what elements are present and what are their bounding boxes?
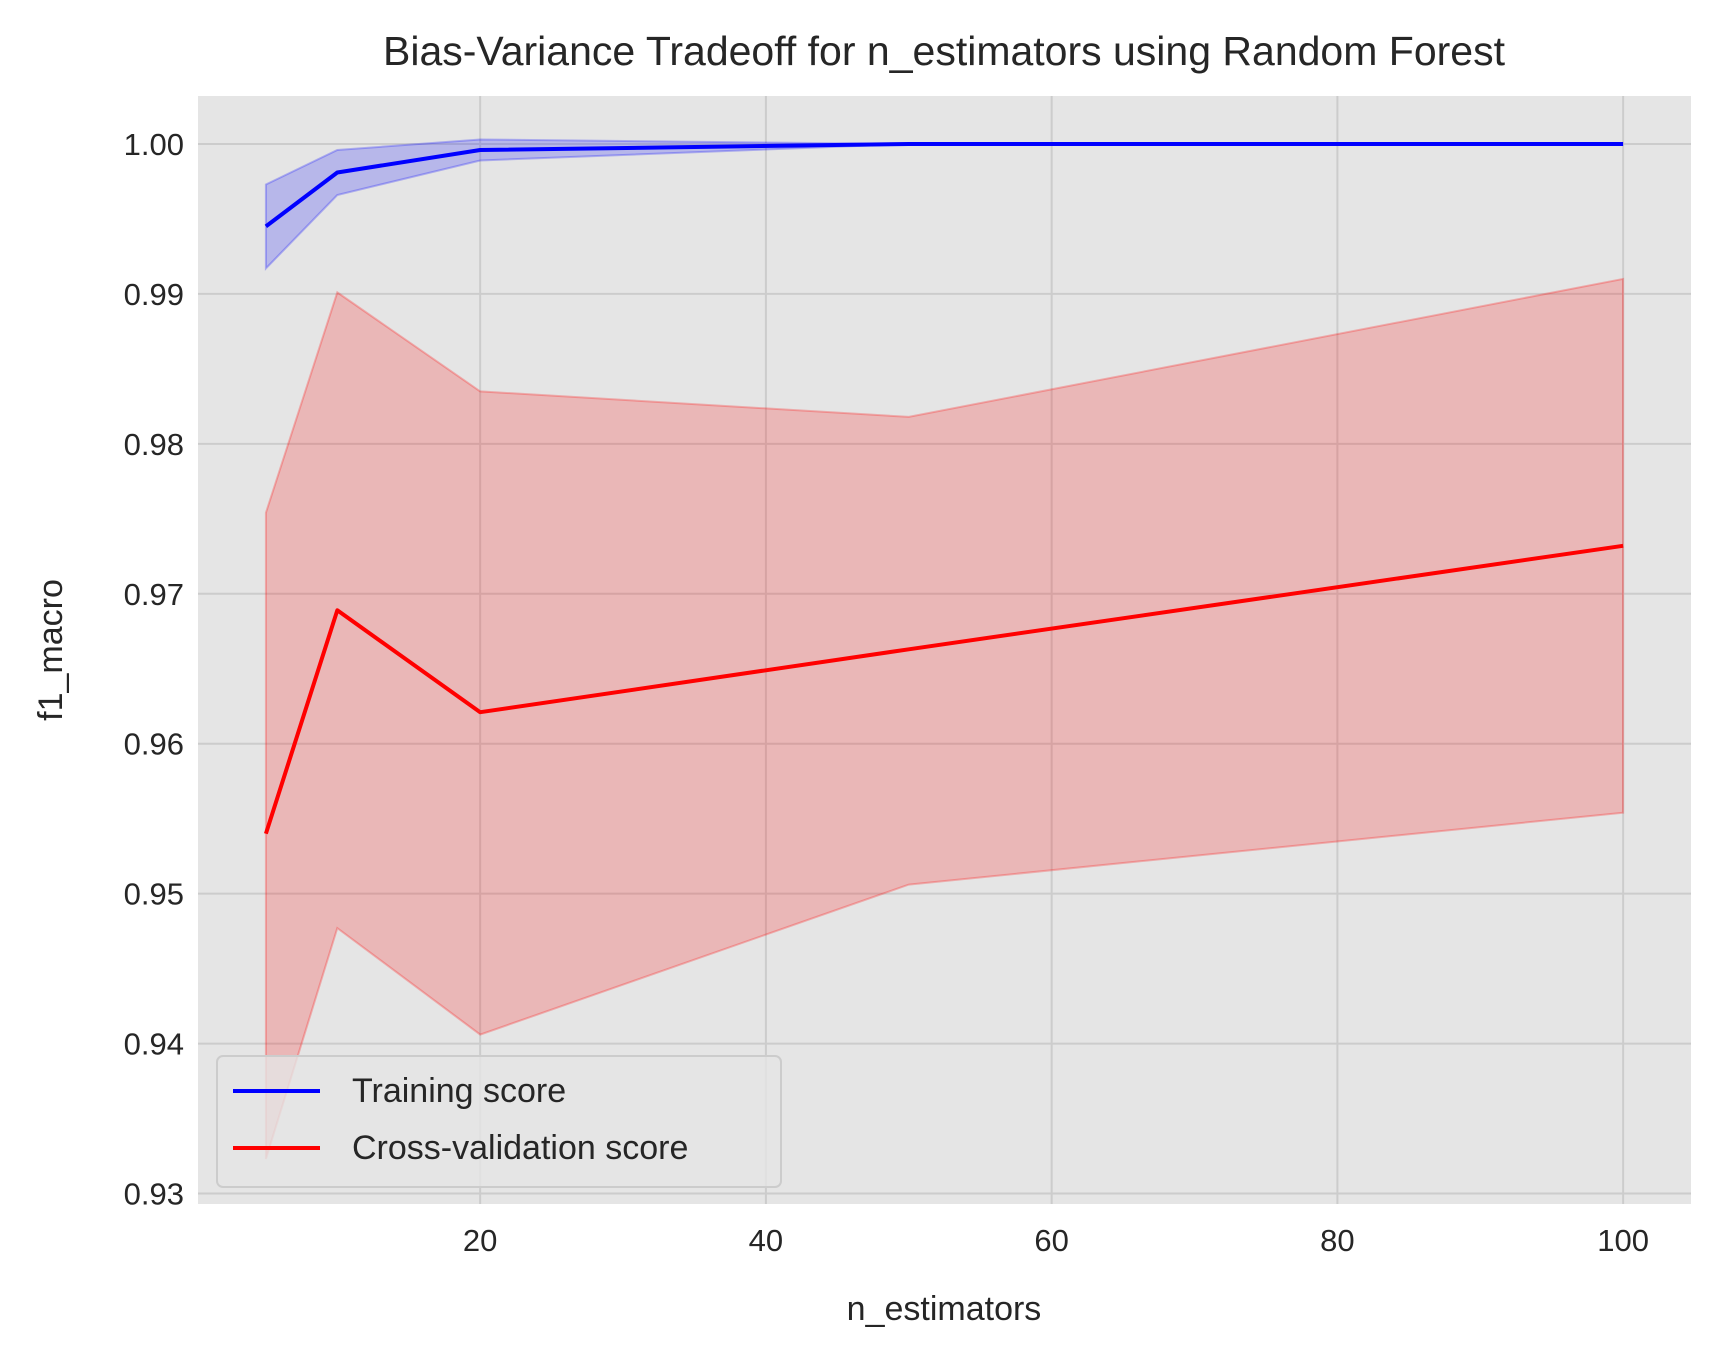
x-tick-label: 60	[1034, 1223, 1068, 1258]
y-tick-label: 0.95	[124, 877, 184, 912]
gridlines	[198, 96, 1691, 1204]
legend-label-cross-validation: Cross-validation score	[352, 1129, 688, 1167]
confidence-band	[264, 277, 1625, 1160]
chart-title: Bias-Variance Tradeoff for n_estimators …	[383, 28, 1506, 74]
series-line	[264, 142, 1624, 228]
x-tick-label: 40	[749, 1223, 783, 1258]
y-tick-label: 0.96	[124, 727, 184, 762]
x-tick-label: 100	[1597, 1223, 1649, 1258]
y-tick-labels: 0.93 0.94 0.95 0.96 0.97 0.98 0.99 1.00	[124, 127, 184, 1212]
y-tick-label: 0.97	[124, 577, 184, 612]
y-tick-label: 0.99	[124, 277, 184, 312]
x-axis-label: n_estimators	[847, 1290, 1042, 1328]
legend-label-training: Training score	[352, 1072, 566, 1110]
legend-box	[216, 1055, 782, 1188]
series-line	[263, 543, 1624, 835]
x-tick-label: 20	[463, 1223, 497, 1258]
y-tick-label: 1.00	[124, 127, 184, 162]
y-tick-label: 0.93	[124, 1177, 184, 1212]
y-tick-label: 0.94	[124, 1027, 184, 1062]
series-lines	[263, 142, 1624, 835]
plot-area	[198, 96, 1691, 1204]
y-tick-label: 0.98	[124, 427, 184, 462]
legend: Training score Cross-validation score	[216, 1055, 782, 1188]
x-tick-labels: 20 40 60 80 100	[463, 1223, 1649, 1258]
x-tick-label: 80	[1320, 1223, 1354, 1258]
y-axis-label: f1_macro	[32, 579, 70, 721]
